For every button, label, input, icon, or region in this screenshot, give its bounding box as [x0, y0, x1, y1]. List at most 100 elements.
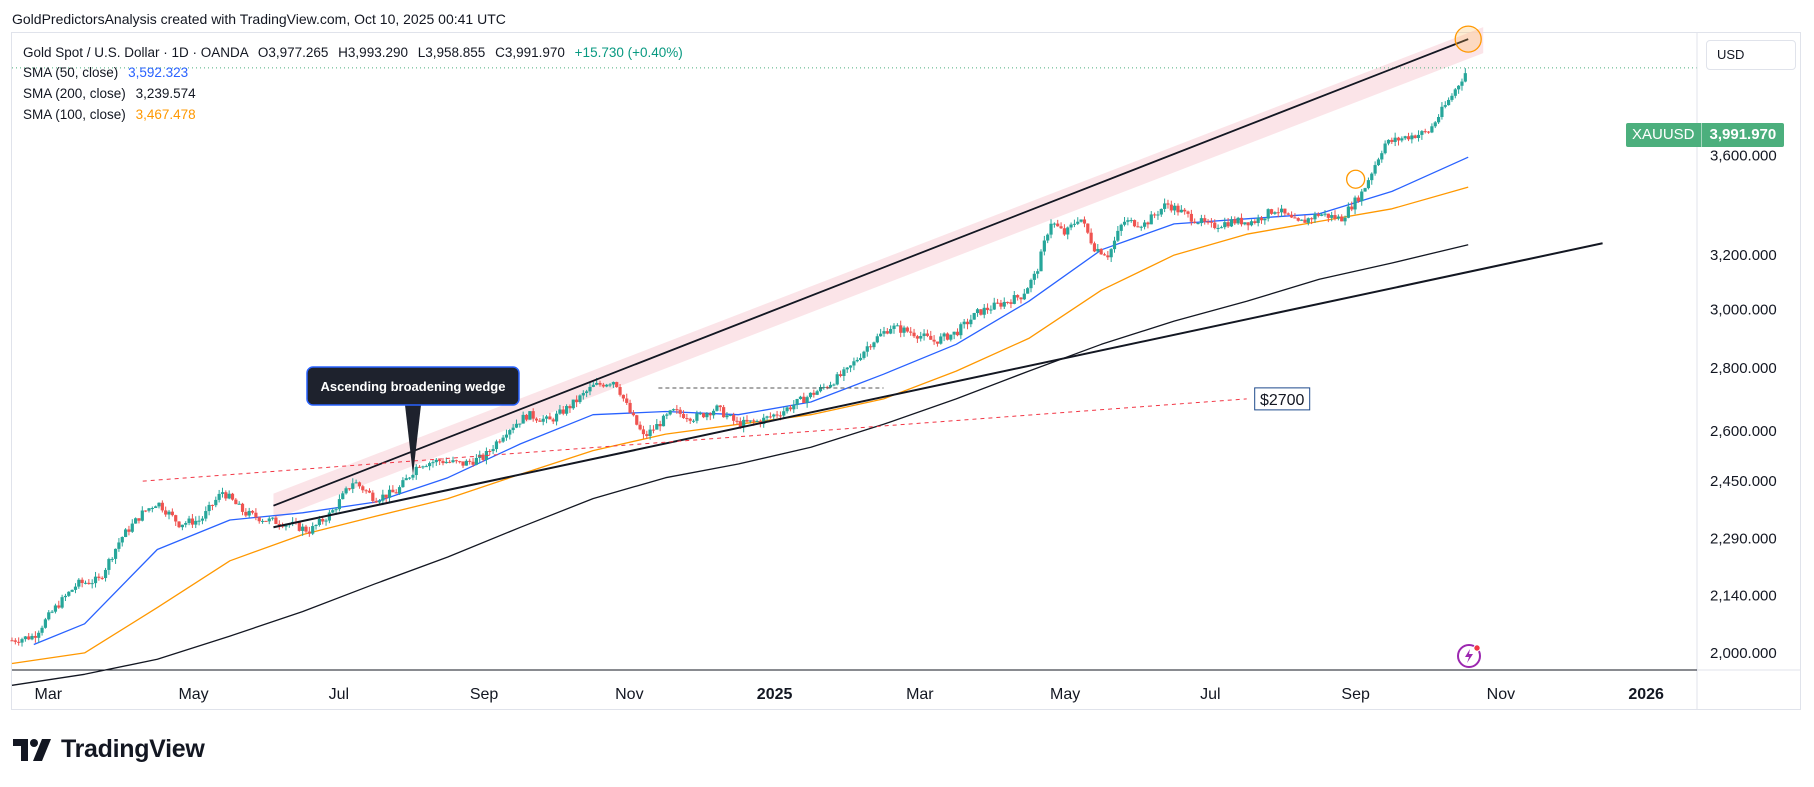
candle-body [401, 480, 405, 488]
candle-body [651, 429, 656, 431]
candle-body [514, 423, 519, 428]
candle-body [1269, 209, 1274, 214]
candle-body [83, 582, 88, 584]
candle-body [681, 413, 686, 419]
candle-body [1346, 206, 1350, 218]
candle-body [798, 396, 803, 400]
candle-body [628, 402, 632, 413]
candle-body [922, 333, 926, 337]
legend-low: L3,958.855 [417, 45, 486, 60]
candle-body [220, 492, 225, 494]
candle-body [43, 619, 48, 628]
candle-body [718, 405, 722, 408]
candle-body [1450, 95, 1454, 100]
candle-body [1239, 217, 1244, 225]
candle-body [434, 459, 438, 463]
chart-caption: GoldPredictorsAnalysis created with Trad… [12, 11, 506, 27]
candle-body [1142, 222, 1147, 227]
y-tick-label: 2,800.000 [1710, 360, 1777, 377]
candle-body [100, 577, 104, 579]
candle-body [1049, 223, 1053, 235]
candle-body [1173, 205, 1177, 211]
candle-body [444, 461, 448, 464]
candle-body [862, 351, 866, 358]
candle-body [678, 409, 682, 414]
candle-body [187, 518, 191, 524]
candle-body [274, 517, 278, 524]
candle-body [123, 529, 128, 537]
x-tick-label: Sep [1341, 686, 1370, 703]
candle-body [174, 515, 178, 522]
candle-body [1169, 204, 1173, 211]
candle-body [1109, 249, 1113, 258]
candle-body [354, 482, 358, 484]
candle-body [1289, 214, 1294, 218]
candle-body [785, 407, 789, 412]
candle-body [77, 579, 81, 587]
candle-body [1396, 137, 1401, 141]
candle-body [695, 413, 699, 421]
candle-body [471, 461, 475, 465]
candle-body [458, 461, 462, 463]
tradingview-logo[interactable]: TradingView [13, 735, 205, 764]
candle-body [1149, 214, 1153, 225]
candle-body [481, 454, 485, 460]
candle-body [23, 636, 27, 640]
candle-body [625, 398, 629, 403]
candle-body [144, 510, 148, 512]
legend-ohlc: Gold Spot / U.S. Dollar · 1D · OANDA O3,… [23, 45, 683, 60]
candle-body [989, 309, 993, 311]
candle-body [247, 510, 251, 516]
legend-sma100[interactable]: SMA (100, close) 3,467.478 [23, 107, 196, 122]
candle-body [1076, 221, 1080, 224]
candle-body [451, 460, 455, 463]
candle-body [260, 520, 265, 522]
candle-body [631, 412, 636, 416]
upper-trendline [273, 38, 1469, 507]
candle-body [778, 415, 783, 417]
candle-body [1279, 208, 1284, 213]
legend-sma50[interactable]: SMA (50, close) 3,592.323 [23, 65, 188, 80]
candle-body [591, 384, 595, 387]
candle-body [1340, 216, 1344, 222]
legend-sma200[interactable]: SMA (200, close) 3,239.574 [23, 86, 196, 101]
candle-body [1122, 221, 1127, 225]
candle-body [808, 392, 813, 398]
candle-body [1132, 220, 1137, 227]
candle-body [468, 460, 472, 462]
candle-body [845, 367, 849, 370]
candle-body [982, 307, 986, 315]
candle-body [1029, 279, 1033, 289]
candle-body [661, 415, 666, 427]
candle-body [979, 309, 983, 315]
candle-body [959, 324, 963, 336]
candle-body [140, 510, 144, 521]
y-tick-label: 3,200.000 [1710, 247, 1777, 264]
candle-body [1099, 248, 1103, 255]
candle-body [1096, 248, 1100, 252]
candle-body [935, 341, 940, 344]
candle-body [204, 511, 208, 519]
sma50-value: 3,592.323 [128, 65, 189, 80]
flash-icon[interactable] [1456, 643, 1482, 669]
candle-body [1300, 219, 1304, 221]
candle-body [762, 417, 766, 425]
candle-body [1360, 191, 1364, 202]
candle-body [1189, 213, 1193, 222]
candle-body [1052, 223, 1056, 225]
candle-body [919, 336, 923, 339]
candle-body [1092, 243, 1097, 252]
candle-body [90, 583, 94, 585]
candle-body [1457, 85, 1461, 90]
candle-body [1213, 222, 1217, 229]
candle-body [518, 423, 522, 425]
candle-body [615, 382, 619, 388]
candle-body [1086, 223, 1090, 233]
candle-body [1356, 197, 1361, 202]
candle-body [137, 518, 141, 521]
x-tick-label: Nov [615, 686, 643, 703]
candle-body [1276, 212, 1280, 214]
candle-body [414, 466, 418, 476]
currency-button[interactable]: USD [1706, 40, 1796, 70]
